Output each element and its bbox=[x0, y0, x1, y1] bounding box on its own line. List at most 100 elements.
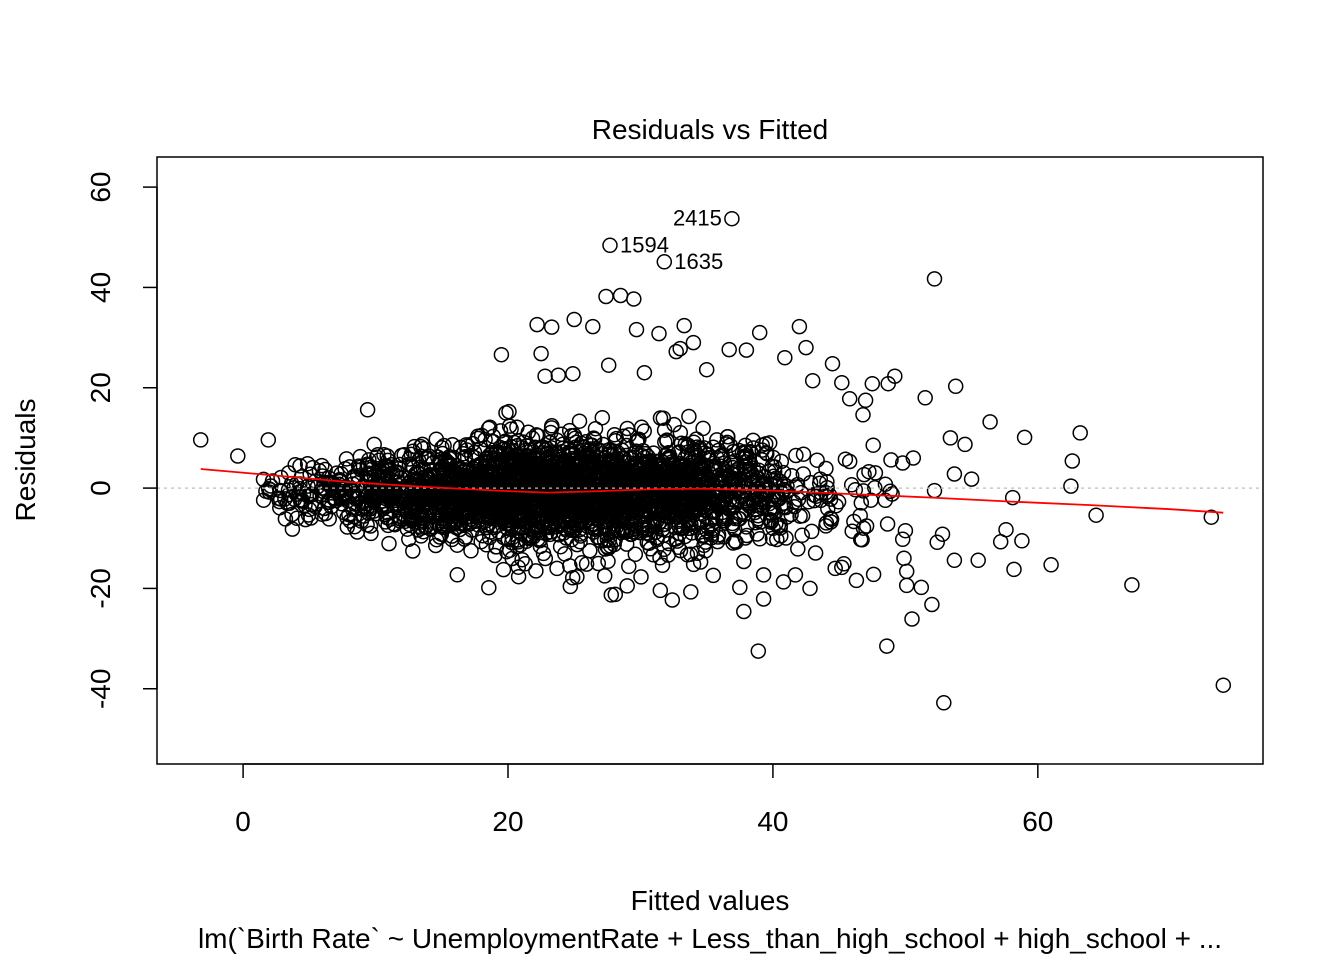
data-point bbox=[855, 483, 872, 499]
data-point bbox=[804, 372, 821, 389]
data-point bbox=[552, 459, 569, 476]
data-point bbox=[776, 481, 792, 498]
data-point bbox=[258, 483, 274, 499]
data-point bbox=[698, 499, 715, 516]
data-point bbox=[659, 432, 675, 448]
data-point bbox=[535, 545, 552, 562]
data-point bbox=[879, 516, 896, 532]
data-point bbox=[602, 507, 619, 524]
data-point bbox=[478, 453, 495, 470]
data-point bbox=[302, 466, 318, 483]
data-point bbox=[501, 403, 517, 420]
data-point bbox=[292, 458, 308, 474]
data-point bbox=[879, 638, 895, 654]
data-point bbox=[594, 409, 611, 426]
data-point bbox=[494, 459, 510, 475]
data-point bbox=[818, 515, 835, 531]
y-axis: -40 -20 0 20 40 60 bbox=[85, 172, 158, 709]
data-point bbox=[495, 561, 512, 578]
data-point bbox=[680, 520, 697, 537]
y-tick-label: -20 bbox=[85, 568, 116, 608]
data-point bbox=[549, 560, 565, 577]
data-point bbox=[774, 485, 790, 501]
data-point bbox=[682, 546, 699, 563]
data-point bbox=[477, 431, 493, 448]
data-point bbox=[669, 506, 685, 523]
data-point bbox=[897, 522, 914, 539]
data-point bbox=[656, 422, 673, 438]
data-point bbox=[444, 516, 461, 533]
data-point bbox=[433, 526, 450, 542]
data-point bbox=[747, 514, 764, 531]
data-point bbox=[453, 467, 469, 484]
data-point bbox=[775, 574, 792, 590]
data-point bbox=[542, 469, 559, 485]
data-point bbox=[924, 596, 940, 613]
data-point bbox=[401, 451, 418, 467]
data-point bbox=[705, 567, 722, 584]
data-point bbox=[377, 514, 394, 530]
data-point bbox=[557, 493, 574, 510]
data-point bbox=[584, 445, 601, 461]
data-point bbox=[365, 503, 382, 519]
data-point bbox=[863, 492, 879, 508]
data-point bbox=[653, 471, 670, 488]
data-point bbox=[280, 465, 297, 481]
data-point bbox=[681, 408, 697, 425]
data-point bbox=[403, 511, 420, 527]
data-point bbox=[739, 448, 755, 464]
data-point bbox=[734, 444, 751, 461]
data-point bbox=[363, 525, 379, 542]
data-point bbox=[598, 288, 614, 305]
data-point bbox=[615, 428, 632, 444]
data-point bbox=[619, 578, 635, 594]
data-point bbox=[676, 459, 692, 475]
data-point bbox=[547, 458, 563, 474]
data-point bbox=[303, 496, 319, 513]
data-point bbox=[752, 531, 768, 547]
data-point bbox=[305, 459, 321, 476]
data-point bbox=[192, 432, 209, 448]
data-point bbox=[625, 524, 641, 540]
data-point bbox=[537, 490, 553, 506]
data-point bbox=[461, 477, 477, 494]
data-point bbox=[970, 552, 986, 569]
data-point bbox=[481, 529, 498, 546]
data-point bbox=[414, 481, 431, 498]
data-point bbox=[537, 368, 553, 384]
data-point bbox=[543, 319, 560, 335]
data-point bbox=[633, 569, 649, 585]
data-point bbox=[867, 465, 884, 481]
y-tick-label: 40 bbox=[85, 272, 116, 303]
data-point bbox=[284, 506, 300, 523]
data-point bbox=[517, 556, 533, 572]
data-point bbox=[515, 460, 531, 476]
data-point bbox=[676, 317, 692, 334]
data-point bbox=[834, 374, 850, 391]
data-point bbox=[773, 453, 790, 470]
data-point bbox=[394, 447, 410, 464]
data-point bbox=[728, 464, 744, 480]
data-point bbox=[719, 429, 736, 445]
data-point bbox=[255, 471, 272, 488]
data-point bbox=[286, 480, 302, 496]
data-point bbox=[623, 493, 640, 510]
data-point bbox=[992, 534, 1009, 550]
data-point bbox=[474, 486, 491, 503]
data-point bbox=[738, 342, 755, 358]
data-point bbox=[786, 498, 803, 515]
data-point bbox=[765, 449, 781, 466]
data-point bbox=[957, 436, 973, 453]
data-point bbox=[679, 444, 696, 460]
data-point bbox=[420, 489, 437, 506]
data-point bbox=[653, 506, 669, 523]
data-point bbox=[721, 341, 737, 358]
data-point bbox=[634, 447, 650, 464]
data-point bbox=[1006, 561, 1022, 578]
data-point bbox=[586, 466, 602, 482]
data-point bbox=[517, 527, 534, 543]
data-point bbox=[636, 364, 653, 381]
data-point bbox=[982, 414, 998, 430]
data-point bbox=[470, 428, 486, 445]
data-point bbox=[342, 513, 359, 529]
